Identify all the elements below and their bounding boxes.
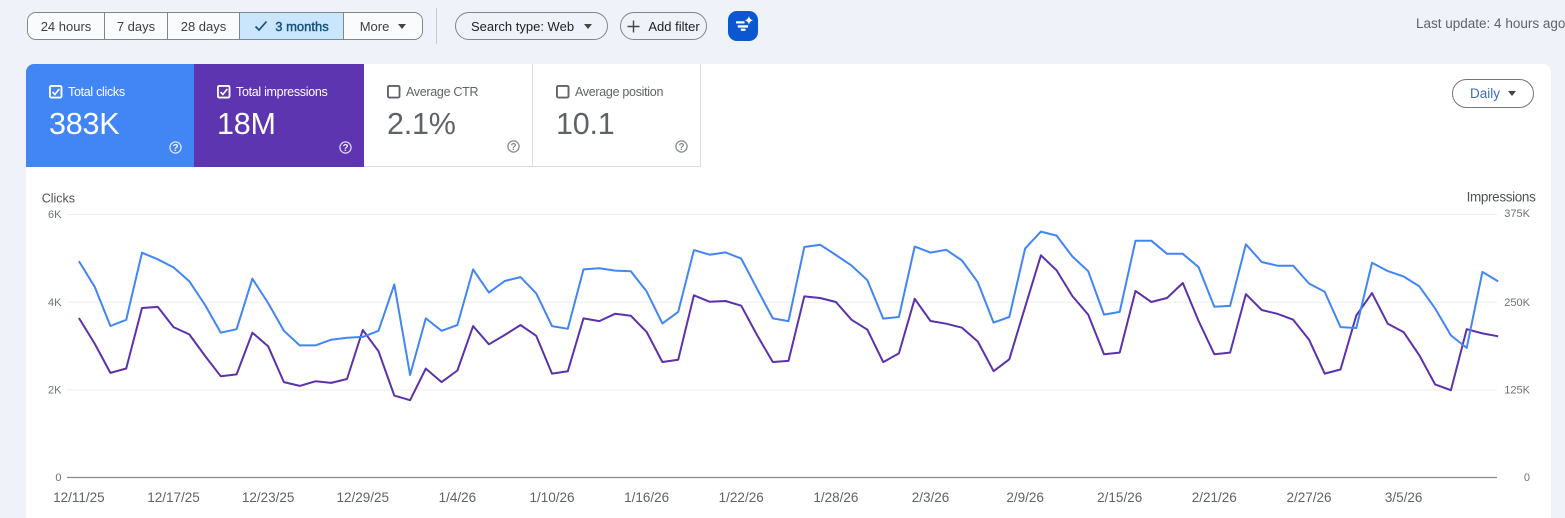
svg-text:Impressions: Impressions: [1467, 189, 1537, 204]
svg-text:?: ?: [678, 142, 684, 153]
svg-text:Clicks: Clicks: [42, 192, 75, 206]
svg-text:125K: 125K: [1504, 385, 1530, 397]
svg-text:0: 0: [55, 472, 61, 484]
svg-text:0: 0: [1524, 472, 1530, 484]
svg-text:?: ?: [172, 143, 178, 154]
svg-text:2K: 2K: [48, 385, 62, 397]
svg-text:?: ?: [342, 143, 348, 154]
svg-text:6K: 6K: [48, 209, 62, 221]
svg-text:4K: 4K: [48, 297, 62, 309]
svg-text:250K: 250K: [1504, 297, 1530, 309]
svg-text:375K: 375K: [1504, 208, 1530, 220]
svg-text:?: ?: [510, 142, 516, 153]
